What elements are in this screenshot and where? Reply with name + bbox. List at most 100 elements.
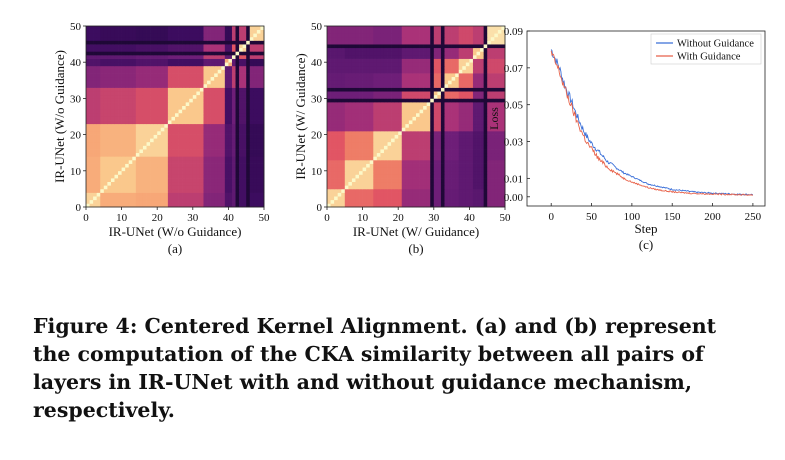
heatmap-cell-b	[387, 174, 392, 179]
heatmap-cell-b	[398, 112, 403, 117]
heatmap-cell-a	[139, 130, 144, 135]
heatmap-cell-b	[394, 65, 399, 70]
heatmap-cell-b	[380, 120, 385, 125]
heatmap-cell-a	[207, 185, 211, 190]
heatmap-cell-b	[355, 73, 360, 78]
heatmap-cell-b	[490, 80, 495, 85]
heatmap-cell-a	[171, 83, 176, 88]
heatmap-cell-a	[175, 116, 179, 121]
heatmap-cell-b	[419, 192, 424, 197]
heatmap-cell-a	[103, 138, 108, 143]
heatmap-cell-b	[419, 94, 424, 99]
heatmap-cell-b	[359, 192, 363, 197]
heatmap-cell-a	[153, 102, 158, 106]
heatmap-cell-a	[139, 188, 144, 193]
heatmap-cell-a	[249, 69, 254, 74]
heatmap-cell-a	[256, 138, 261, 143]
heatmap-cell-b	[497, 127, 502, 132]
heatmap-cell-b	[497, 73, 502, 78]
heatmap-cell-a	[235, 149, 240, 154]
heatmap-cell-a	[260, 109, 265, 114]
heatmap-cell-a	[210, 58, 215, 63]
heatmap-cell-b	[373, 98, 378, 103]
heatmap-cell-a	[221, 145, 226, 150]
heatmap-cell-b	[487, 112, 492, 117]
heatmap-cell-b	[355, 29, 360, 34]
heatmap-cell-a	[196, 167, 201, 172]
heatmap-cell-b	[483, 138, 488, 143]
heatmap-cell-b	[334, 44, 339, 49]
heatmap-cell-b	[462, 188, 467, 193]
heatmap-cell-a	[132, 203, 137, 208]
heatmap-cell-a	[231, 69, 236, 74]
heatmap-cell-b	[334, 145, 339, 150]
heatmap-cell-b	[408, 181, 413, 186]
heatmap-cell-b	[394, 167, 399, 172]
heatmap-cell-b	[501, 33, 506, 38]
heatmap-cell-b	[344, 145, 349, 150]
heatmap-cell-a	[253, 141, 258, 146]
heatmap-cell-b	[394, 33, 399, 38]
heatmap-cell-a	[192, 130, 197, 135]
heatmap-cell-a	[114, 112, 119, 117]
heatmap-cell-a	[139, 149, 144, 154]
heatmap-cell-b	[497, 163, 502, 168]
heatmap-cell-a	[171, 178, 176, 183]
heatmap-cell-a	[153, 73, 158, 78]
heatmap-cell-a	[103, 26, 108, 30]
heatmap-cell-a	[86, 141, 90, 146]
heatmap-cell-a	[157, 102, 162, 106]
heatmap-cell-a	[199, 192, 204, 197]
heatmap-cell-a	[135, 29, 140, 34]
heatmap-cell-a	[192, 152, 197, 157]
heatmap-cell-a	[221, 149, 226, 154]
heatmap-cell-b	[380, 51, 385, 56]
heatmap-cell-a	[125, 47, 130, 52]
heatmap-cell-a	[214, 102, 219, 106]
heatmap-cell-a	[246, 120, 251, 125]
heatmap-cell-b	[412, 80, 417, 85]
heatmap-cell-b	[330, 192, 335, 197]
heatmap-cell-b	[490, 91, 495, 96]
heatmap-cell-a	[185, 145, 190, 150]
heatmap-cell-b	[408, 83, 413, 88]
heatmap-cell-a	[253, 58, 258, 63]
heatmap-cell-a	[93, 47, 98, 52]
x-tick-label-a: 20	[152, 212, 164, 224]
heatmap-cell-a	[114, 178, 119, 183]
heatmap-cell-b	[487, 120, 492, 125]
heatmap-cell-a	[192, 69, 197, 74]
heatmap-cell-b	[430, 123, 435, 128]
heatmap-cell-b	[437, 76, 442, 81]
heatmap-cell-a	[185, 73, 190, 78]
heatmap-cell-a	[231, 123, 236, 128]
heatmap-cell-a	[221, 196, 226, 201]
heatmap-cell-a	[196, 62, 201, 67]
heatmap-cell-a	[160, 87, 165, 92]
heatmap-cell-a	[86, 94, 90, 99]
heatmap-cell-b	[408, 127, 413, 132]
heatmap-cell-b	[394, 91, 399, 96]
heatmap-cell-b	[458, 29, 463, 34]
heatmap-cell-a	[196, 178, 201, 183]
heatmap-cell-a	[107, 127, 112, 132]
heatmap-cell-a	[118, 29, 122, 34]
heatmap-cell-b	[330, 127, 335, 132]
heatmap-cell-a	[249, 26, 254, 30]
heatmap-cell-b	[362, 181, 367, 186]
heatmap-cell-b	[440, 156, 445, 161]
heatmap-cell-b	[341, 203, 346, 208]
heatmap-cell-b	[412, 47, 417, 52]
heatmap-cell-a	[100, 120, 105, 125]
heatmap-cell-b	[494, 145, 499, 150]
heatmap-cell-b	[437, 138, 442, 143]
heatmap-cell-a	[114, 196, 119, 201]
heatmap-cell-b	[366, 29, 371, 34]
heatmap-cell-b	[462, 134, 467, 139]
heatmap-cell-a	[128, 127, 133, 132]
heatmap-cell-a	[128, 94, 133, 99]
heatmap-cell-a	[175, 44, 179, 49]
heatmap-cell-b	[455, 91, 460, 96]
heatmap-cell-b	[423, 91, 428, 96]
heatmap-cell-a	[189, 149, 194, 154]
